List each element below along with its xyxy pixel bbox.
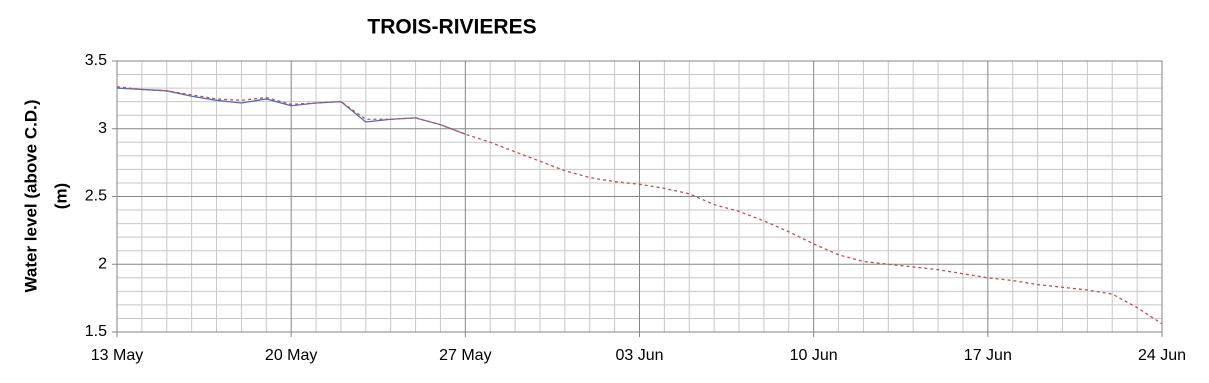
x-tick-label: 24 Jun <box>1138 347 1186 364</box>
y-tick-label: 3 <box>98 120 107 137</box>
y-tick-label: 1.5 <box>85 323 107 340</box>
y-label-line: (m) <box>51 183 70 209</box>
series-line <box>116 87 466 135</box>
chart-title: TROIS-RIVIERES <box>367 16 536 39</box>
x-tick-label: 27 May <box>439 347 491 364</box>
x-tick-label: 10 Jun <box>790 347 838 364</box>
x-tick-label: 13 May <box>91 347 143 364</box>
y-tick-label: 2.5 <box>85 188 107 205</box>
y-label-line: Water level (above C.D.) <box>21 99 40 292</box>
plot-border <box>116 60 1163 333</box>
y-tick-label: 3.5 <box>85 52 107 69</box>
x-tick-label: 03 Jun <box>615 347 663 364</box>
x-tick-label: 17 Jun <box>964 347 1012 364</box>
y-tick-label: 2 <box>98 255 107 272</box>
x-tick-label: 20 May <box>265 347 317 364</box>
y-axis-label: Water level (above C.D.) (m) <box>21 99 70 292</box>
series-line <box>116 86 1163 325</box>
